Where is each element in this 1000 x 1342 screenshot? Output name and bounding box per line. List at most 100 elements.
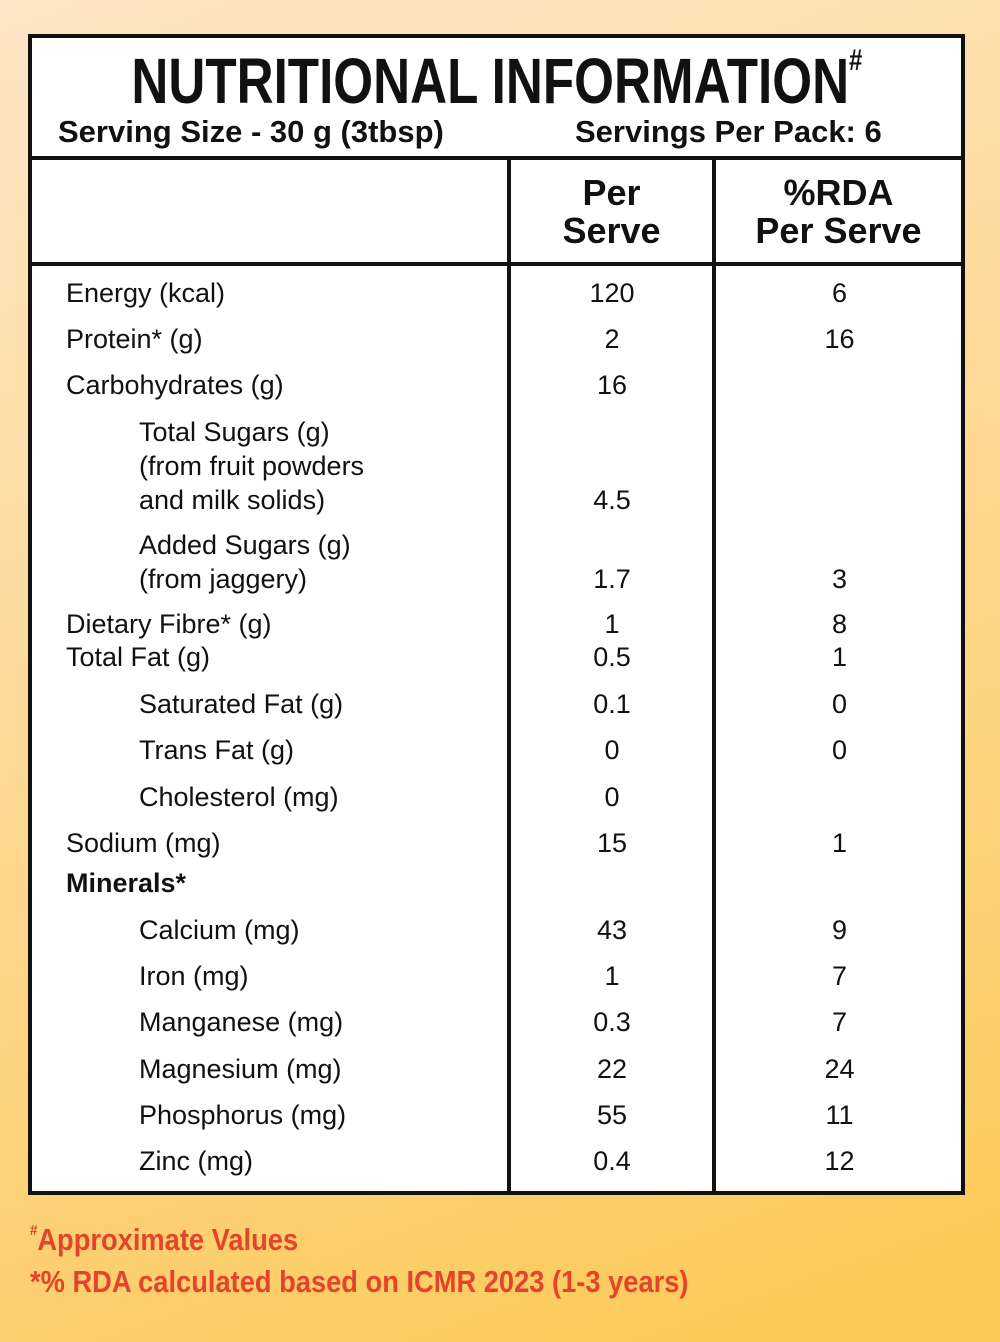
footnote-rda: *% RDA calculated based on ICMR 2023 (1-… xyxy=(30,1264,778,1300)
table-row: Iron (mg) 1 7 xyxy=(32,959,961,993)
header-line: Per Serve xyxy=(755,210,922,251)
table-row: Minerals* xyxy=(32,866,961,900)
footnote-text: *% RDA calculated based on ICMR 2023 (1-… xyxy=(30,1264,689,1299)
nutrient-label: Total Sugars (g) (from fruit powders and m… xyxy=(139,415,364,517)
rda-value: 7 xyxy=(831,961,848,991)
table-row: Zinc (mg) 0.4 12 xyxy=(32,1144,961,1178)
table-row: Manganese (mg) 0.3 7 xyxy=(32,1005,961,1039)
label-line: Saturated Fat (g) xyxy=(139,689,344,719)
label-line: Energy (kcal) xyxy=(66,278,226,308)
column-header-per-serve: Per Serve xyxy=(511,174,712,250)
per-serve-value: 4.5 xyxy=(593,485,631,515)
table-row: Dietary Fibre* (g) 1 8 xyxy=(32,607,961,641)
rda-value: 11 xyxy=(825,1100,854,1130)
rda-value: 0 xyxy=(831,735,848,765)
table-row: Total Fat (g) 0.5 1 xyxy=(32,640,961,674)
label-line: Manganese (mg) xyxy=(139,1007,344,1037)
rda-value: 8 xyxy=(831,609,848,639)
table-row: Protein* (g) 2 16 xyxy=(32,322,961,356)
rda-value: 9 xyxy=(831,915,848,945)
nutrient-label: Cholesterol (mg) xyxy=(139,780,339,814)
nutrient-label: Dietary Fibre* (g) xyxy=(66,607,272,641)
nutrient-label: Manganese (mg) xyxy=(139,1005,343,1039)
per-serve-value: 15 xyxy=(596,828,628,858)
header-line: Serve xyxy=(562,210,661,251)
table-row: Carbohydrates (g) 16 xyxy=(32,368,961,402)
nutrient-label: Minerals* xyxy=(66,866,186,900)
nutrient-label: Phosphorus (mg) xyxy=(139,1098,346,1132)
rda-value: 3 xyxy=(831,564,848,594)
per-serve-value: 43 xyxy=(596,915,628,945)
divider xyxy=(712,158,716,1191)
table-row: Trans Fat (g) 0 0 xyxy=(32,733,961,767)
nutrient-label: Carbohydrates (g) xyxy=(66,368,284,402)
nutrient-label: Protein* (g) xyxy=(66,322,203,356)
title-text: NUTRITIONAL INFORMATION xyxy=(130,45,849,117)
nutrient-label: Magnesium (mg) xyxy=(139,1052,342,1086)
label-line: Cholesterol (mg) xyxy=(139,782,339,812)
per-serve-value: 1.7 xyxy=(593,564,631,594)
footnote-mark: # xyxy=(30,1222,38,1239)
per-serve-value: 0 xyxy=(604,782,620,812)
label-line: Dietary Fibre* (g) xyxy=(66,609,272,639)
table-row: Phosphorus (mg) 55 11 xyxy=(32,1098,961,1132)
nutrient-label: Sodium (mg) xyxy=(66,826,221,860)
nutrient-label: Total Fat (g) xyxy=(66,640,210,674)
rda-value: 16 xyxy=(824,324,855,354)
serving-size: Serving Size - 30 g (3tbsp) xyxy=(58,114,444,149)
servings-per-pack: Servings Per Pack: 6 xyxy=(575,114,882,149)
label-line: and milk solids) xyxy=(139,485,326,515)
per-serve-value: 2 xyxy=(604,324,620,354)
table-row: Cholesterol (mg) 0 xyxy=(32,780,961,814)
rda-value: 24 xyxy=(824,1054,855,1084)
label-line: Magnesium (mg) xyxy=(139,1054,342,1084)
per-serve-value: 0.1 xyxy=(593,689,631,719)
label-line: Minerals* xyxy=(66,868,187,898)
per-serve-value: 0.5 xyxy=(593,642,631,672)
label-line: Total Fat (g) xyxy=(66,642,211,672)
table-row: Added Sugars (g) (from jaggery) 1.7 3 xyxy=(32,528,961,596)
divider xyxy=(32,262,961,266)
label-line: Total Sugars (g) xyxy=(139,417,330,447)
footnote-text: Approximate Values xyxy=(37,1222,299,1257)
rda-value: 1 xyxy=(831,642,848,672)
label-line: Zinc (mg) xyxy=(139,1146,253,1176)
rda-value: 0 xyxy=(831,689,848,719)
table-row: Energy (kcal) 120 6 xyxy=(32,276,961,310)
header-line: Per xyxy=(582,172,641,213)
header-line: %RDA xyxy=(783,172,894,213)
table-row: Total Sugars (g) (from fruit powders and m… xyxy=(32,415,961,517)
label-line: Sodium (mg) xyxy=(66,828,221,858)
nutrient-label: Zinc (mg) xyxy=(139,1144,253,1178)
label-line: Carbohydrates (g) xyxy=(66,370,284,400)
rda-value: 12 xyxy=(824,1146,855,1176)
table-row: Saturated Fat (g) 0.1 0 xyxy=(32,687,961,721)
nutrient-label: Iron (mg) xyxy=(139,959,249,993)
table-row: Magnesium (mg) 22 24 xyxy=(32,1052,961,1086)
per-serve-value: 120 xyxy=(589,278,635,308)
label-line: (from fruit powders xyxy=(139,451,365,481)
nutrient-label: Calcium (mg) xyxy=(139,913,300,947)
column-header-rda: %RDA Per Serve xyxy=(716,174,961,250)
label-line: Trans Fat (g) xyxy=(139,735,295,765)
label-line: Calcium (mg) xyxy=(139,915,300,945)
rda-value: 6 xyxy=(831,278,848,308)
page-title: NUTRITIONAL INFORMATION# xyxy=(32,44,961,117)
label-line: (from jaggery) xyxy=(139,564,308,594)
title-mark: # xyxy=(848,44,863,77)
nutrient-label: Added Sugars (g) (from jaggery) xyxy=(139,528,351,596)
footnote-approximate: #Approximate Values xyxy=(30,1222,335,1258)
label-line: Added Sugars (g) xyxy=(139,530,351,560)
nutrient-label: Saturated Fat (g) xyxy=(139,687,343,721)
nutrition-table: NUTRITIONAL INFORMATION# Serving Size - … xyxy=(28,34,965,1195)
divider xyxy=(32,156,961,160)
per-serve-value: 1 xyxy=(604,609,620,639)
label-line: Protein* (g) xyxy=(66,324,203,354)
rda-value: 1 xyxy=(831,828,848,858)
label-line: Iron (mg) xyxy=(139,961,249,991)
divider xyxy=(507,158,511,1191)
table-row: Calcium (mg) 43 9 xyxy=(32,913,961,947)
nutrient-label: Energy (kcal) xyxy=(66,276,225,310)
per-serve-value: 0.3 xyxy=(593,1007,631,1037)
label-line: Phosphorus (mg) xyxy=(139,1100,347,1130)
